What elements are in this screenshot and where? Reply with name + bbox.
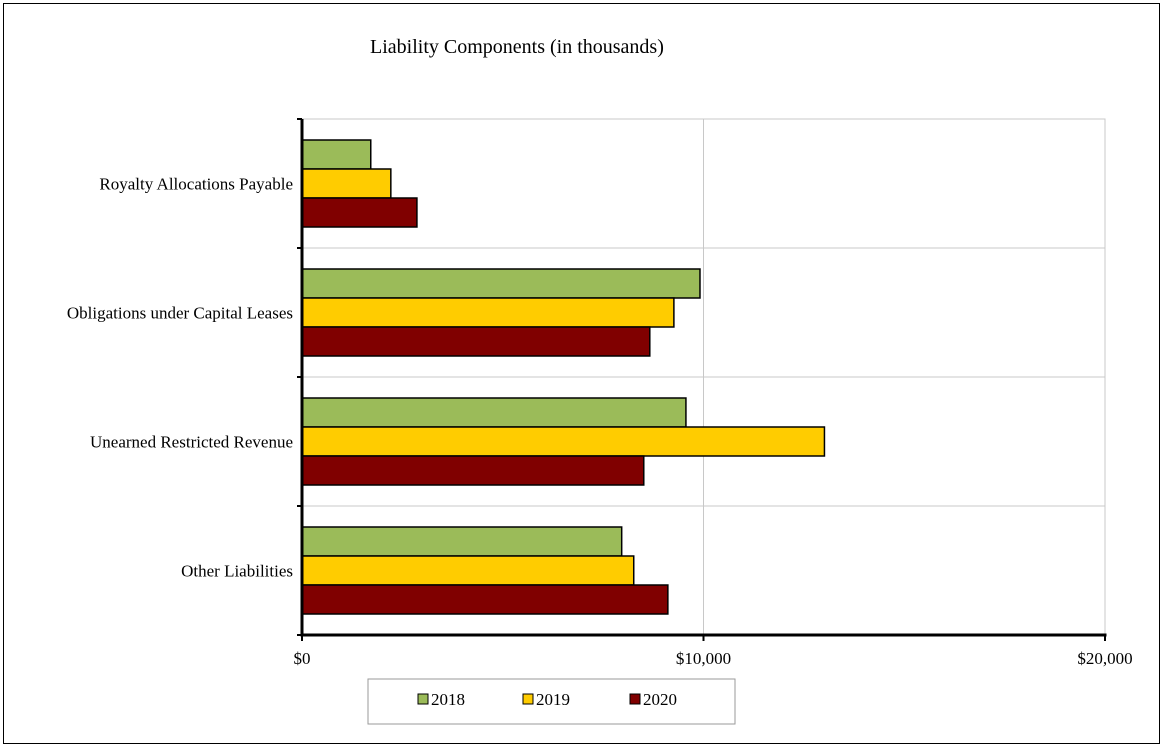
legend: 2018 2019 2020 <box>367 678 736 725</box>
gridlines <box>302 119 1106 635</box>
bars-group <box>301 139 826 615</box>
bar-2020-3 <box>301 584 669 615</box>
category-label: Obligations under Capital Leases <box>67 304 293 323</box>
category-label: Unearned Restricted Revenue <box>90 433 293 452</box>
category-label: Other Liabilities <box>181 562 293 581</box>
legend-label-2019: 2019 <box>536 690 570 709</box>
legend-swatch-2020 <box>629 693 641 705</box>
bar-2018-3 <box>301 526 623 557</box>
bar-2018-2 <box>301 397 687 428</box>
bar-2018-1 <box>301 268 701 299</box>
x-tick-label: $20,000 <box>1077 649 1132 668</box>
bar-2019-2 <box>301 426 826 457</box>
bar-2019-1 <box>301 297 675 328</box>
legend-box <box>367 678 736 725</box>
bar-2020-2 <box>301 455 645 486</box>
bar-2019-0 <box>301 168 392 199</box>
chart-title: Liability Components (in thousands) <box>370 36 664 58</box>
bar-2018-0 <box>301 139 372 170</box>
legend-swatch-2018 <box>417 693 429 705</box>
axes-group <box>297 118 1107 641</box>
bar-2020-0 <box>301 197 418 228</box>
legend-label-2020: 2020 <box>643 690 677 709</box>
x-tick-label: $0 <box>294 649 311 668</box>
x-tick-label: $10,000 <box>676 649 731 668</box>
category-label: Royalty Allocations Payable <box>99 175 293 194</box>
tick-labels: $0 $10,000 $20,000 <box>294 649 1133 668</box>
legend-swatch-2019 <box>522 693 534 705</box>
bar-2019-3 <box>301 555 635 586</box>
bar-2020-1 <box>301 326 651 357</box>
legend-label-2018: 2018 <box>431 690 465 709</box>
category-labels: Royalty Allocations Payable Obligations u… <box>67 175 293 581</box>
